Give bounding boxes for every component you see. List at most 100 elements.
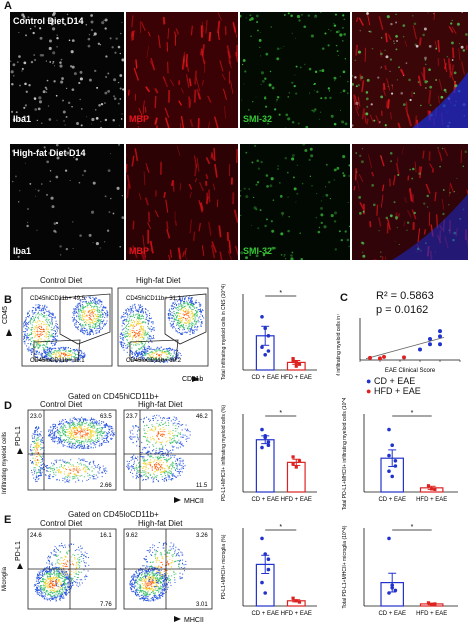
flow-event: [65, 348, 67, 350]
micrograph-fiber: [375, 115, 381, 125]
flow-event: [79, 445, 81, 447]
flow-event: [37, 316, 39, 318]
micrograph-speckle: [389, 58, 393, 61]
flow-event: [51, 334, 53, 336]
flow-event: [104, 438, 106, 440]
flow-event: [130, 307, 132, 309]
flow-event: [95, 320, 97, 322]
flow-event: [49, 349, 51, 351]
flow-event: [85, 465, 87, 467]
flow-event: [123, 347, 125, 349]
flow-event: [191, 310, 193, 312]
flow-event: [125, 335, 127, 337]
flow-event: [43, 312, 45, 314]
flow-event: [201, 321, 203, 323]
micrograph-speckle: [395, 48, 398, 51]
flow-event: [99, 431, 101, 433]
flow-event: [83, 318, 85, 320]
flow-event: [63, 353, 65, 355]
flow-event: [78, 463, 80, 465]
micrograph-speckle: [268, 83, 272, 87]
flow-event: [175, 349, 177, 351]
flow-event: [134, 456, 136, 458]
flow-event: [42, 459, 44, 461]
flow-event: [129, 333, 131, 335]
flow-event: [88, 429, 90, 431]
flow-event: [84, 330, 86, 332]
micrograph-speckle: [454, 81, 456, 83]
flow-event: [176, 300, 178, 302]
flow-event: [73, 356, 75, 358]
micrograph-fiber: [371, 171, 375, 177]
flow-event: [161, 433, 163, 435]
flow-event: [92, 326, 94, 328]
flow-event: [123, 349, 125, 351]
flow-event: [171, 314, 173, 316]
micrograph-speckle: [398, 244, 400, 246]
micrograph-speckle: [291, 32, 293, 34]
flow-event: [33, 340, 35, 342]
micrograph-fiber: [387, 34, 392, 41]
flow-event: [155, 427, 157, 429]
flow-event: [138, 352, 140, 354]
flow-event: [133, 467, 135, 469]
flow-event: [169, 352, 171, 354]
micrograph-speckle: [280, 47, 282, 49]
flow-event: [130, 432, 132, 434]
flow-event: [99, 314, 101, 316]
flow-event: [137, 439, 139, 441]
micrograph-speckle: [365, 97, 369, 101]
micrograph-fiber: [143, 171, 146, 186]
flow-event: [61, 427, 63, 429]
micrograph-speckle: [115, 37, 118, 40]
flow-event: [91, 429, 93, 431]
flow-event: [79, 430, 81, 432]
flow-event: [154, 352, 156, 354]
micrograph-speckle: [20, 119, 22, 122]
flow-event: [25, 324, 27, 326]
micrograph-speckle: [62, 110, 66, 114]
flow-event: [30, 319, 32, 321]
flow-event: [138, 323, 140, 325]
micrograph-speckle: [50, 22, 54, 26]
micrograph-speckle: [46, 160, 49, 164]
flow-event: [74, 350, 76, 352]
flow-event: [80, 435, 82, 437]
flow-event: [179, 325, 181, 327]
flow-event: [53, 316, 55, 318]
flow-event: [83, 419, 85, 421]
micrograph-speckle: [121, 21, 123, 23]
flow-event: [152, 336, 154, 338]
micrograph-speckle: [275, 101, 277, 103]
micrograph-speckle: [104, 102, 106, 104]
flow-event: [179, 446, 181, 448]
flow-event: [38, 309, 40, 311]
flow-event: [52, 314, 54, 316]
flow-event: [38, 327, 40, 329]
flow-event: [48, 312, 50, 314]
micrograph-speckle: [278, 113, 281, 116]
micrograph-speckle: [384, 124, 387, 127]
micrograph-speckle: [293, 84, 296, 88]
flow-event: [59, 347, 61, 349]
flow-event: [168, 310, 170, 312]
flow-event: [153, 415, 155, 417]
micrograph-speckle: [424, 56, 427, 60]
micrograph-speckle: [265, 52, 269, 56]
flow-event: [98, 440, 100, 442]
micrograph-speckle: [285, 258, 287, 260]
flow-event: [158, 415, 160, 417]
micrograph-speckle: [439, 165, 441, 168]
flow-event: [82, 435, 84, 437]
flow-event: [35, 334, 37, 336]
flow-event: [51, 341, 53, 343]
micrograph-fiber: [368, 154, 373, 169]
micrograph-fiber: [412, 25, 418, 40]
flow-event: [142, 325, 144, 327]
flow-event: [48, 337, 50, 339]
flow-event: [52, 354, 54, 356]
flow-event: [191, 330, 193, 332]
flow-event: [46, 343, 48, 345]
micrograph-speckle: [352, 82, 354, 86]
micrograph-speckle: [60, 58, 63, 61]
